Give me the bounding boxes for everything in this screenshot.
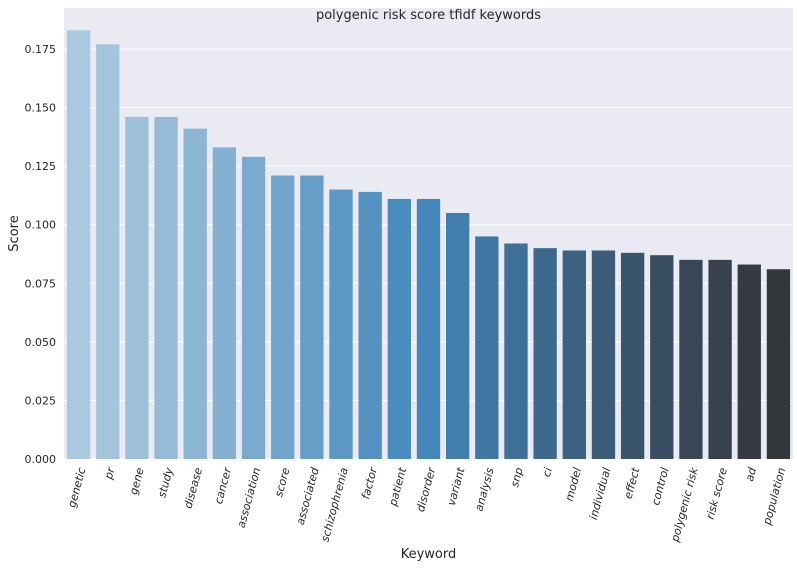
x-tick-label: pr [102,465,118,482]
bar-effect [620,252,645,459]
y-tick-label: 0.150 [25,102,57,115]
y-tick-label: 0.025 [25,394,57,407]
bar-disease [183,128,207,459]
x-tick-label: factor [359,465,380,501]
x-tick-label: disease [182,466,205,510]
chart-title: polygenic risk score tfidf keywords [316,8,541,23]
x-tick-label: polygenic risk [668,466,701,545]
bar-individual [591,250,616,459]
x-tick-label: control [649,466,671,506]
x-tick-label: study [155,466,176,499]
bar-pr [96,44,120,460]
y-tick-label: 0.125 [25,160,57,173]
x-tick-label: individual [587,466,613,521]
x-tick-label: patient [386,466,409,509]
bar-model [562,250,586,459]
x-tick-label: ad [743,465,759,483]
bar-study [154,116,178,459]
x-tick-label: disorder [414,465,439,514]
bar-risk-score [708,259,732,459]
x-tick-label: ci [540,466,555,478]
y-tick-label: 0.000 [25,453,57,466]
bar-schizophrenia [329,189,353,460]
bar-population [766,269,791,459]
x-tick-labels: genetic pr gene study disease cancer associati… [65,465,788,544]
x-tick-label: population [760,466,788,527]
x-axis-label: Keyword [401,547,457,562]
x-tick-label: associated [294,465,322,526]
bar-score [271,175,295,459]
y-tick-label: 0.075 [25,277,57,290]
bar-factor [358,191,382,459]
bar-patient [387,198,412,459]
x-tick-label: cancer [212,465,235,506]
x-tick-label: schizophrenia [319,466,351,543]
bar-gene [125,116,149,459]
x-tick-label: analysis [473,466,497,513]
y-tick-labels: 0.000 0.025 0.050 0.075 0.100 0.125 0.150 0.175 [25,43,57,466]
x-tick-label: risk score [704,466,730,521]
bar-polygenic-risk [679,259,703,459]
x-tick-label: genetic [65,466,88,509]
bar-variant [445,213,470,459]
bar-association [241,156,266,459]
x-tick-label: model [563,466,584,502]
bars [66,30,791,460]
x-tick-label: association [235,466,264,529]
bar-cancer [212,147,237,459]
bar-ad [737,264,761,459]
x-tick-label: snp [508,466,526,488]
bar-snp [504,243,528,459]
y-tick-label: 0.100 [25,219,57,232]
x-tick-label: variant [445,466,468,508]
x-tick-label: score [272,466,292,498]
y-tick-label: 0.175 [25,43,57,56]
bar-control [650,255,674,459]
bar-ci [533,248,557,459]
bar-genetic [66,30,91,460]
x-tick-label: effect [622,466,643,501]
y-tick-label: 0.050 [25,336,57,349]
y-axis-label: Score [7,215,22,251]
bar-disorder [416,198,441,459]
bar-analysis [475,236,499,459]
bar-associated [300,175,324,459]
x-tick-label: gene [127,466,147,496]
